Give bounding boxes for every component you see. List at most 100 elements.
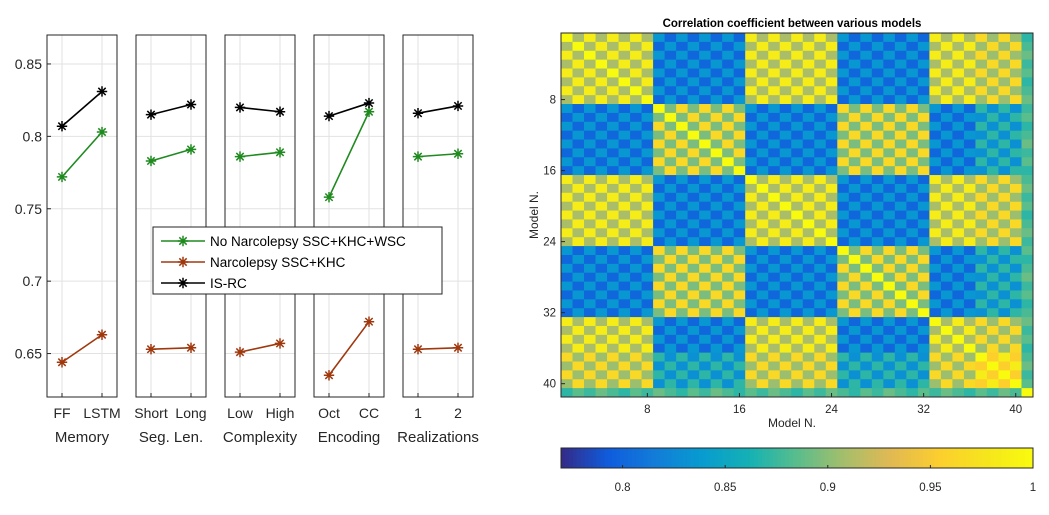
heatmap-cell bbox=[952, 175, 965, 185]
heatmap-cell bbox=[630, 59, 642, 69]
colorbar-segment bbox=[722, 448, 727, 468]
heatmap-cell bbox=[572, 388, 585, 398]
heatmap-cell bbox=[676, 95, 689, 105]
heatmap-cell bbox=[894, 41, 907, 52]
heatmap-cell bbox=[572, 139, 585, 149]
heatmap-cell bbox=[894, 201, 907, 211]
heatmap-cell bbox=[641, 95, 654, 105]
heatmap-cell bbox=[894, 50, 907, 61]
heatmap-cell bbox=[825, 370, 838, 380]
heatmap-cell bbox=[894, 290, 907, 300]
heatmap-cell bbox=[664, 228, 677, 238]
heatmap-cell bbox=[917, 352, 930, 362]
heatmap-cell bbox=[630, 41, 642, 52]
heatmap-cell bbox=[894, 281, 907, 291]
colorbar-segment bbox=[962, 448, 967, 468]
heatmap-cell bbox=[848, 334, 861, 345]
heatmap-cell bbox=[986, 139, 999, 149]
data-point bbox=[96, 329, 108, 340]
colorbar-segment bbox=[903, 448, 908, 468]
heatmap-cell bbox=[837, 68, 850, 78]
heatmap-cell bbox=[1021, 254, 1034, 265]
heatmap-cell bbox=[710, 246, 723, 256]
heatmap-cell bbox=[687, 59, 700, 69]
heatmap-cell bbox=[676, 157, 689, 167]
heatmap-cell bbox=[848, 308, 861, 318]
heatmap-cell bbox=[572, 68, 585, 78]
heatmap-cell bbox=[975, 192, 988, 203]
heatmap-cell bbox=[802, 254, 815, 265]
heatmap-cell bbox=[664, 41, 677, 52]
heatmap-cell bbox=[825, 228, 838, 238]
heatmap-cell bbox=[745, 352, 758, 362]
heatmap-cell bbox=[814, 290, 827, 300]
heatmap-cell bbox=[676, 192, 689, 203]
heatmap-cell bbox=[607, 183, 619, 194]
colorbar-segment bbox=[659, 448, 664, 468]
heatmap-title: Correlation coefficient between various … bbox=[663, 18, 922, 30]
heatmap-cell bbox=[894, 379, 907, 389]
heatmap-cell bbox=[860, 263, 873, 274]
heatmap-cell bbox=[687, 130, 700, 140]
heatmap-cell bbox=[871, 388, 884, 398]
heatmap-cell bbox=[561, 68, 573, 78]
heatmap-cell bbox=[630, 219, 642, 229]
heatmap-cell bbox=[699, 334, 712, 345]
heatmap-cell bbox=[860, 68, 873, 78]
heatmap-cell bbox=[917, 343, 930, 354]
colorbar-segment bbox=[1025, 448, 1030, 468]
heatmap-cell bbox=[986, 388, 999, 398]
heatmap-cell bbox=[584, 352, 596, 362]
heatmap-cell bbox=[986, 41, 999, 52]
heatmap-cell bbox=[641, 343, 654, 354]
heatmap-cell bbox=[572, 237, 585, 247]
heatmap-cell bbox=[676, 246, 689, 256]
heatmap-cell bbox=[641, 325, 654, 336]
heatmap-cell bbox=[1021, 237, 1034, 247]
heatmap-cell bbox=[733, 325, 746, 336]
heatmap-cell bbox=[595, 379, 608, 389]
series-line bbox=[417, 346, 459, 351]
heatmap-cell bbox=[572, 59, 585, 69]
heatmap-cell bbox=[607, 317, 619, 327]
heatmap-cell bbox=[871, 254, 884, 265]
heatmap-cell bbox=[998, 308, 1011, 318]
heatmap-cell bbox=[561, 95, 573, 105]
heatmap-cell bbox=[676, 219, 689, 229]
heatmap-cell bbox=[940, 148, 953, 158]
heatmap-cell bbox=[779, 334, 792, 345]
heatmap-cell bbox=[618, 272, 631, 282]
heatmap-cell bbox=[1009, 95, 1022, 105]
heatmap-cell bbox=[687, 210, 700, 220]
heatmap-cell bbox=[940, 352, 953, 362]
heatmap-cell bbox=[687, 246, 700, 256]
heatmap-cell bbox=[745, 175, 758, 185]
heatmap-cell bbox=[802, 183, 815, 194]
heatmap-cell bbox=[848, 246, 861, 256]
heatmap-cell bbox=[940, 139, 953, 149]
heatmap-cell bbox=[607, 95, 619, 105]
heatmap-cell bbox=[722, 104, 735, 114]
heatmap-cell bbox=[1021, 299, 1034, 309]
heatmap-cell bbox=[894, 166, 907, 176]
heatmap-cell bbox=[572, 95, 585, 105]
heatmap-cell bbox=[894, 388, 907, 398]
colorbar-segment bbox=[824, 448, 829, 468]
heatmap-cell bbox=[940, 130, 953, 140]
heatmap-cell bbox=[848, 388, 861, 398]
colorbar-segment bbox=[828, 448, 833, 468]
heatmap-cell bbox=[940, 272, 953, 282]
legend-entry: IS-RC bbox=[161, 276, 247, 291]
heatmap-cell bbox=[998, 139, 1011, 149]
heatmap-cell bbox=[699, 308, 712, 318]
heatmap-cell bbox=[595, 148, 608, 158]
x-tick-label: 2 bbox=[454, 405, 462, 421]
series-1 bbox=[56, 329, 108, 368]
heatmap-cell bbox=[860, 210, 873, 220]
heatmap-cell bbox=[848, 130, 861, 140]
heatmap-cell bbox=[722, 379, 735, 389]
heatmap-cell bbox=[584, 299, 596, 309]
heatmap-cell bbox=[756, 59, 769, 69]
heatmap-cell bbox=[986, 175, 999, 185]
